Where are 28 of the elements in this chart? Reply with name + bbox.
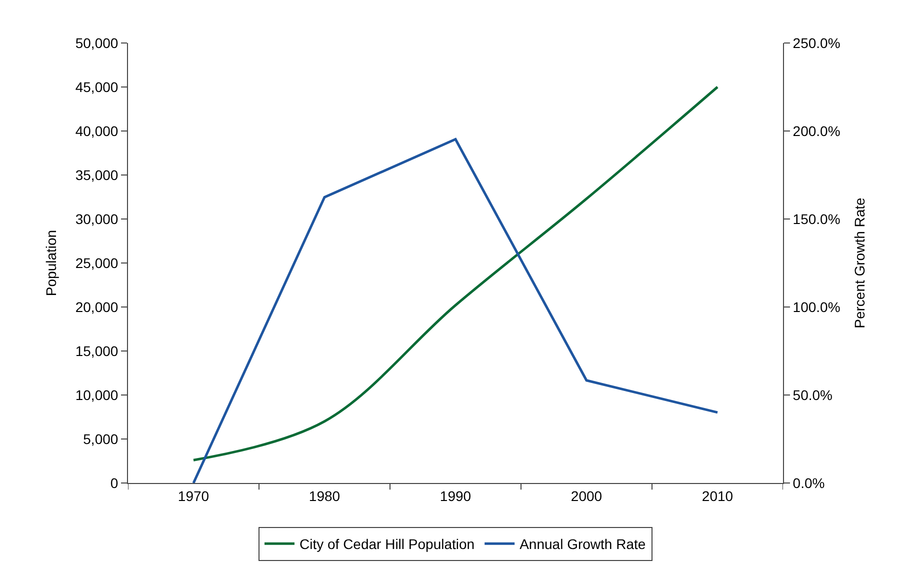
y-tick-label: 30,000 [75,210,118,227]
x-tick-label: 1970 [178,488,210,504]
x-tick-label: 1980 [308,488,340,504]
y2-tick-label: 150.0% [792,210,840,227]
y-tick-label: 25,000 [75,254,118,271]
y-tick-label: 35,000 [75,166,118,183]
y2-tick-label: 200.0% [792,122,840,139]
legend-label: Annual Growth Rate [520,536,646,552]
x-tick-label: 2000 [570,488,602,504]
y2-tick-label: 250.0% [792,34,840,51]
y-tick-label: 0 [110,474,118,491]
y-tick-label: 20,000 [75,298,118,315]
y2-axis-title: Percent Growth Rate [852,197,868,328]
line-series [192,86,719,462]
y2-tick-label: 50.0% [792,386,833,403]
legend-label: City of Cedar Hill Population [300,536,475,552]
y2-tick-label: 0.0% [792,474,825,491]
line-series [192,138,719,483]
y2-tick-label: 100.0% [792,298,840,315]
x-tick-label: 1990 [440,488,472,504]
y-tick-label: 50,000 [75,34,118,51]
y-tick-label: 45,000 [75,78,118,95]
x-tick-label: 2010 [702,488,734,504]
y-tick-label: 40,000 [75,122,118,139]
y-axis-title: Population [42,230,59,296]
y-tick-label: 5,000 [83,430,118,447]
y-tick-label: 10,000 [75,386,118,403]
y-tick-label: 15,000 [75,342,118,359]
